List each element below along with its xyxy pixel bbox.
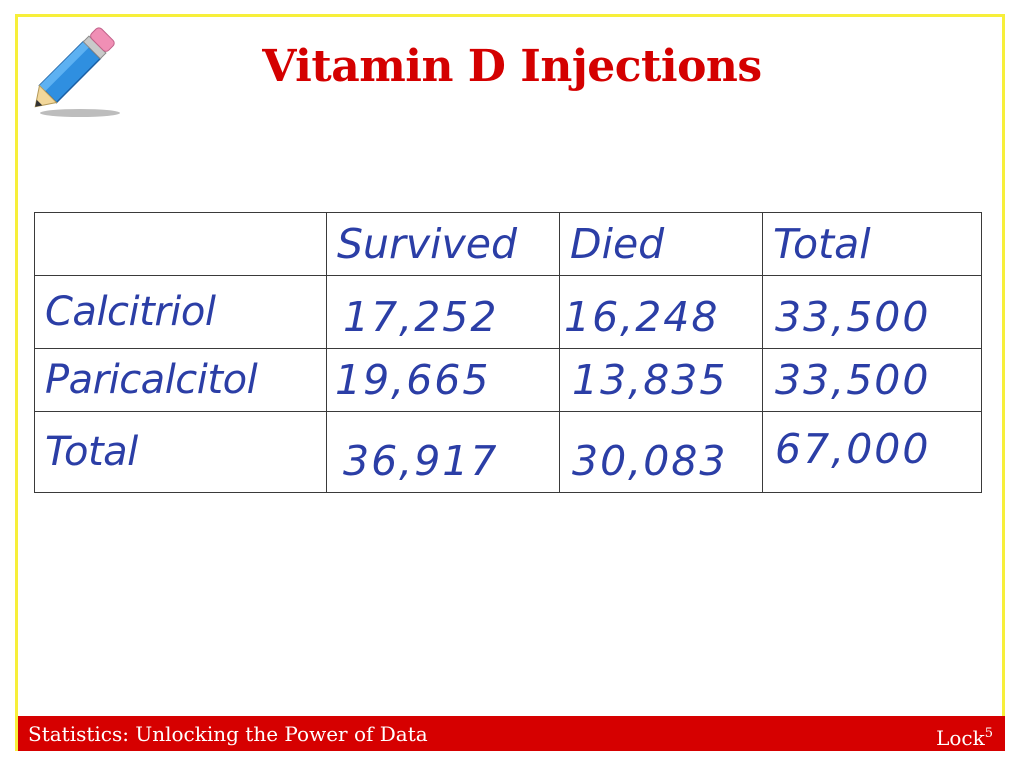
table-row: Paricalcitol 19,665 13,835 33,500 xyxy=(34,348,982,412)
row-label-calcitriol: Calcitriol xyxy=(34,275,327,349)
cell-total-died: 30,083 xyxy=(559,411,763,493)
row-label-total: Total xyxy=(34,411,327,493)
cell-paricalcitol-died: 13,835 xyxy=(559,348,763,412)
table-row: Calcitriol 17,252 16,248 33,500 xyxy=(34,275,982,349)
header-cell-died: Died xyxy=(559,212,763,276)
footer-author: Lock5 xyxy=(936,720,993,752)
slide-title: Vitamin D Injections xyxy=(262,41,762,92)
cell-total-total: 67,000 xyxy=(762,411,982,493)
footer-author-name: Lock xyxy=(936,726,985,750)
cell-calcitriol-survived: 17,252 xyxy=(326,275,560,349)
footer-bar: Statistics: Unlocking the Power of Data … xyxy=(18,716,1005,751)
header-row: Survived Died Total xyxy=(34,212,982,276)
footer-course-title: Statistics: Unlocking the Power of Data xyxy=(28,722,428,746)
cell-calcitriol-died: 16,248 xyxy=(559,275,763,349)
footer-author-superscript: 5 xyxy=(984,726,993,741)
row-label-paricalcitol: Paricalcitol xyxy=(34,348,327,412)
header-cell-survived: Survived xyxy=(326,212,560,276)
two-way-table: Survived Died Total Calcitriol 17,252 16… xyxy=(34,212,982,493)
header-cell-empty xyxy=(34,212,327,276)
table-row: Total 36,917 30,083 67,000 xyxy=(34,411,982,493)
cell-total-survived: 36,917 xyxy=(326,411,560,493)
cell-calcitriol-total: 33,500 xyxy=(762,275,982,349)
pencil-icon xyxy=(20,20,125,120)
header-cell-total: Total xyxy=(762,212,982,276)
cell-paricalcitol-survived: 19,665 xyxy=(326,348,560,412)
cell-paricalcitol-total: 33,500 xyxy=(762,348,982,412)
